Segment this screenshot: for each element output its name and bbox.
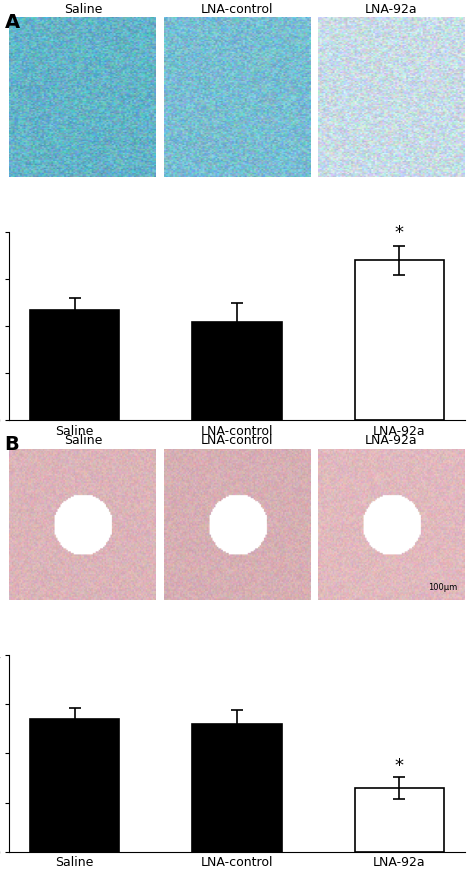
Bar — [30, 310, 119, 421]
Text: *: * — [395, 757, 404, 774]
Title: Saline: Saline — [64, 434, 102, 448]
Title: LNA-92a: LNA-92a — [365, 434, 418, 448]
Bar — [355, 261, 444, 421]
Bar — [192, 322, 282, 421]
Text: *: * — [395, 223, 404, 242]
Text: 100µm: 100µm — [428, 583, 457, 592]
Title: LNA-92a: LNA-92a — [365, 3, 418, 17]
Bar — [355, 788, 444, 852]
Text: B: B — [5, 434, 19, 454]
Title: LNA-control: LNA-control — [201, 3, 273, 17]
Bar — [30, 719, 119, 852]
Title: Saline: Saline — [64, 3, 102, 17]
Text: A: A — [5, 13, 20, 32]
Bar — [192, 724, 282, 852]
Title: LNA-control: LNA-control — [201, 434, 273, 448]
